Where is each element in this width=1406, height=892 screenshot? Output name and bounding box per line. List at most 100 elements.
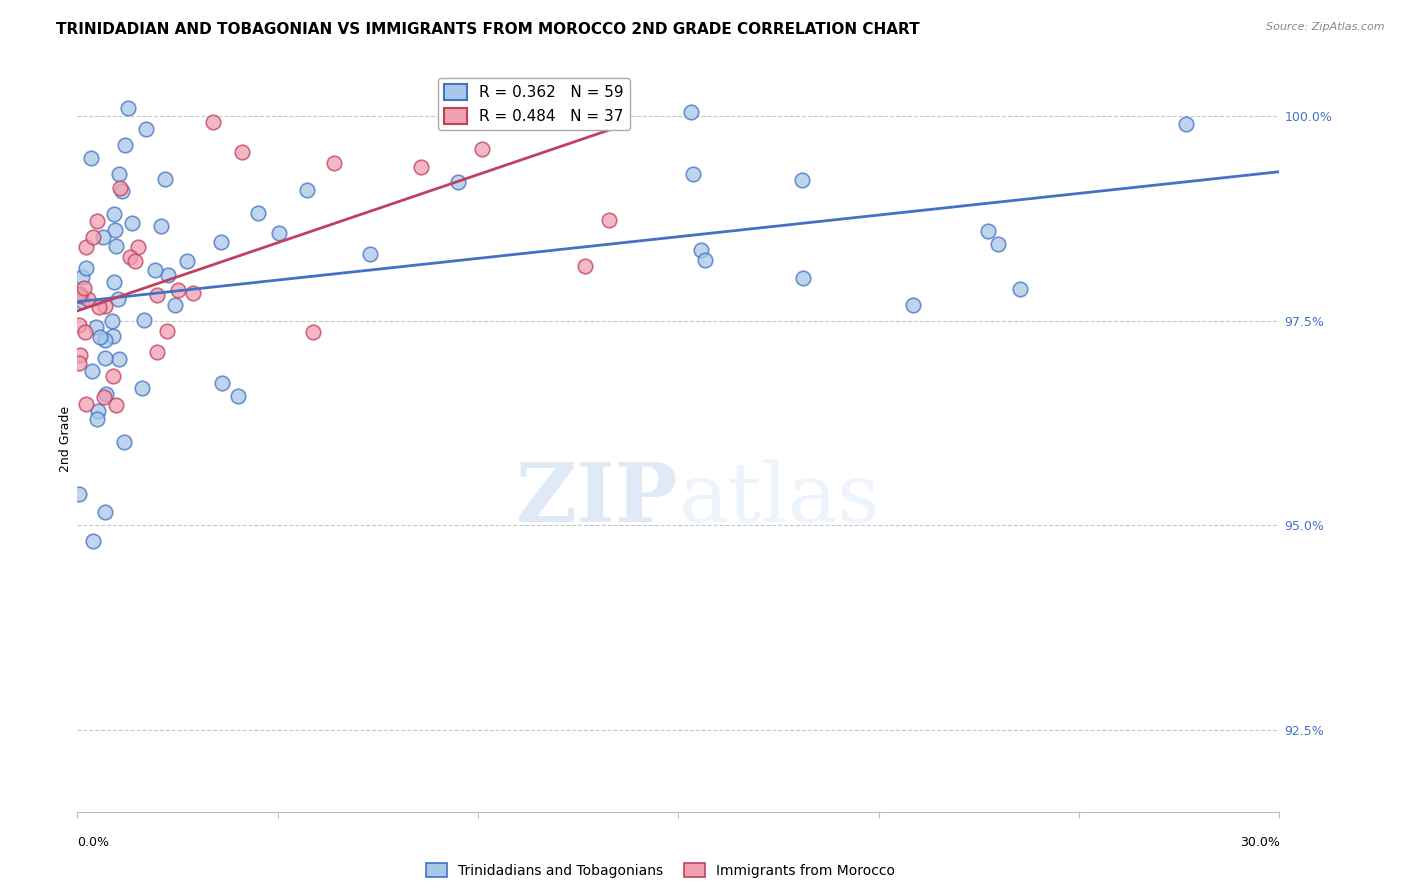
Point bbox=[101, 313, 124, 327]
Point bbox=[790, 173, 813, 187]
Legend: Trinidadians and Tobagonians, Immigrants from Morocco: Trinidadians and Tobagonians, Immigrants… bbox=[420, 857, 901, 883]
Point bbox=[323, 155, 346, 169]
Point bbox=[536, 85, 558, 99]
Point bbox=[77, 292, 100, 306]
Point bbox=[560, 86, 582, 100]
Point bbox=[155, 171, 177, 186]
Point bbox=[89, 330, 111, 344]
Point bbox=[471, 142, 494, 156]
Point bbox=[124, 254, 146, 268]
Point bbox=[211, 376, 233, 390]
Point bbox=[156, 325, 179, 339]
Point bbox=[86, 412, 108, 426]
Point bbox=[202, 115, 225, 129]
Text: TRINIDADIAN AND TOBAGONIAN VS IMMIGRANTS FROM MOROCCO 2ND GRADE CORRELATION CHAR: TRINIDADIAN AND TOBAGONIAN VS IMMIGRANTS… bbox=[56, 22, 920, 37]
Point bbox=[69, 348, 91, 362]
Point bbox=[121, 216, 143, 230]
Point bbox=[987, 237, 1010, 252]
Point bbox=[226, 389, 249, 403]
Point bbox=[145, 345, 167, 359]
Point bbox=[114, 137, 136, 152]
Point bbox=[107, 292, 129, 306]
Point bbox=[105, 239, 128, 253]
Point bbox=[1010, 282, 1032, 296]
Point bbox=[108, 351, 131, 366]
Text: atlas: atlas bbox=[679, 458, 880, 539]
Point bbox=[117, 102, 139, 116]
Point bbox=[103, 207, 125, 221]
Point bbox=[574, 259, 596, 273]
Point bbox=[901, 298, 924, 312]
Point bbox=[792, 270, 814, 285]
Point bbox=[157, 268, 180, 282]
Point bbox=[67, 318, 90, 333]
Point bbox=[411, 161, 433, 175]
Point bbox=[149, 219, 172, 234]
Point bbox=[70, 269, 93, 284]
Point bbox=[231, 145, 253, 159]
Point bbox=[87, 403, 110, 417]
Point bbox=[112, 434, 135, 449]
Point bbox=[295, 183, 318, 197]
Point bbox=[135, 122, 157, 136]
Point bbox=[67, 487, 90, 501]
Point bbox=[75, 240, 97, 254]
Point bbox=[167, 283, 190, 297]
Point bbox=[132, 312, 155, 326]
Point bbox=[447, 175, 470, 189]
Text: ZIP: ZIP bbox=[516, 458, 679, 539]
Point bbox=[84, 320, 107, 334]
Point bbox=[689, 243, 711, 257]
Point bbox=[96, 387, 118, 401]
Point bbox=[359, 247, 381, 261]
Point bbox=[165, 298, 187, 312]
Point bbox=[681, 104, 703, 119]
Point bbox=[145, 288, 167, 302]
Point bbox=[82, 229, 104, 244]
Point bbox=[108, 167, 131, 181]
Point bbox=[269, 226, 291, 240]
Point bbox=[82, 534, 104, 549]
Point bbox=[693, 253, 716, 268]
Point bbox=[94, 351, 117, 365]
Point bbox=[104, 222, 127, 236]
Point bbox=[70, 289, 93, 303]
Point bbox=[69, 287, 91, 301]
Point bbox=[67, 288, 90, 302]
Point bbox=[75, 325, 97, 339]
Legend: R = 0.362   N = 59, R = 0.484   N = 37: R = 0.362 N = 59, R = 0.484 N = 37 bbox=[439, 78, 630, 130]
Point bbox=[211, 235, 233, 250]
Point bbox=[75, 260, 97, 275]
Text: 0.0%: 0.0% bbox=[77, 836, 110, 848]
Point bbox=[246, 206, 269, 220]
Y-axis label: 2nd Grade: 2nd Grade bbox=[59, 406, 72, 473]
Point bbox=[682, 167, 704, 181]
Point bbox=[73, 280, 96, 294]
Point bbox=[87, 300, 110, 314]
Point bbox=[118, 250, 141, 264]
Point bbox=[977, 224, 1000, 238]
Point bbox=[110, 181, 132, 195]
Point bbox=[1174, 117, 1197, 131]
Point bbox=[131, 381, 153, 395]
Point bbox=[176, 253, 198, 268]
Point bbox=[104, 398, 127, 412]
Point bbox=[111, 184, 134, 198]
Text: 30.0%: 30.0% bbox=[1240, 836, 1279, 848]
Point bbox=[93, 230, 115, 244]
Point bbox=[103, 276, 125, 290]
Point bbox=[103, 329, 125, 343]
Point bbox=[598, 212, 620, 227]
Point bbox=[143, 263, 166, 277]
Point bbox=[181, 285, 204, 300]
Point bbox=[127, 239, 149, 253]
Point bbox=[80, 364, 103, 378]
Point bbox=[576, 85, 599, 99]
Point bbox=[86, 214, 108, 228]
Point bbox=[70, 294, 93, 309]
Point bbox=[75, 396, 97, 410]
Point bbox=[94, 299, 117, 313]
Point bbox=[93, 334, 115, 348]
Point bbox=[67, 356, 90, 370]
Text: Source: ZipAtlas.com: Source: ZipAtlas.com bbox=[1267, 22, 1385, 32]
